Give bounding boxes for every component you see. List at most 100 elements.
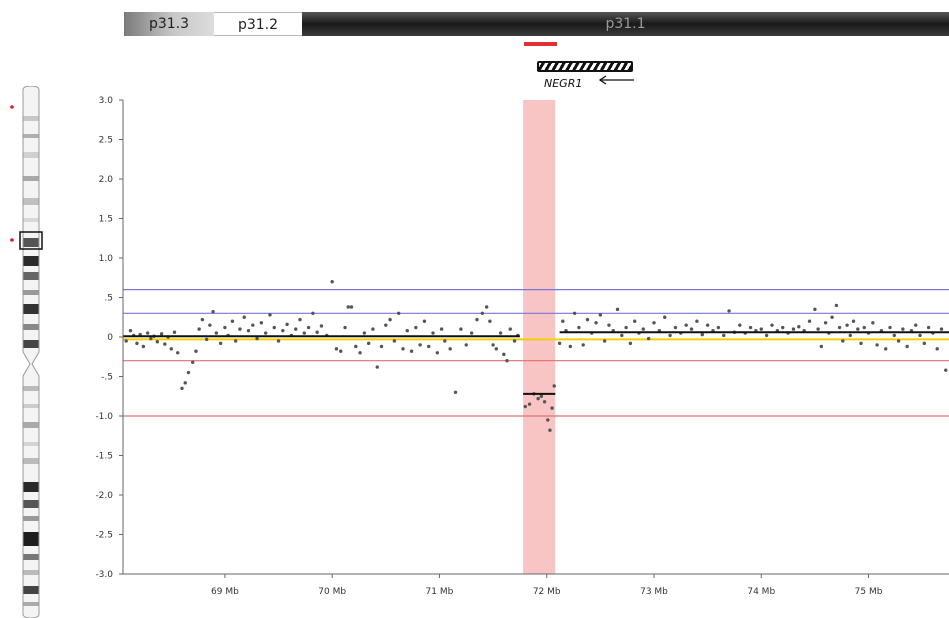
ideogram-region-box xyxy=(19,231,43,250)
y-tick-label: -2.0 xyxy=(95,491,113,501)
data-points xyxy=(124,280,948,432)
data-point xyxy=(330,280,334,284)
data-point xyxy=(204,337,209,342)
data-point xyxy=(536,396,540,401)
data-point xyxy=(128,328,133,333)
x-ticks: 69 Mb 70 Mb 71 Mb 72 Mb 73 Mb 74 Mb 75 Mb xyxy=(211,574,883,597)
data-point xyxy=(431,331,435,335)
data-point xyxy=(837,325,842,330)
y-tick-label: 2.0 xyxy=(99,175,114,185)
data-point xyxy=(263,331,268,335)
data-point xyxy=(561,319,565,323)
data-point xyxy=(572,311,577,315)
data-point xyxy=(502,352,506,357)
y-tick-label: -3.0 xyxy=(95,570,113,580)
data-point xyxy=(211,310,215,314)
data-point xyxy=(242,315,246,319)
data-point xyxy=(484,305,489,309)
data-point xyxy=(255,336,259,341)
data-point xyxy=(813,307,817,312)
data-point xyxy=(862,325,866,330)
data-point xyxy=(272,325,276,330)
data-point xyxy=(294,327,298,331)
data-point xyxy=(343,325,347,330)
data-point xyxy=(548,428,552,432)
data-point xyxy=(935,347,939,351)
data-point xyxy=(581,343,585,347)
data-point xyxy=(214,331,219,335)
data-point xyxy=(480,311,485,315)
data-point xyxy=(781,325,785,330)
y-tick-label: .5 xyxy=(104,294,113,304)
data-point xyxy=(615,307,620,312)
data-point xyxy=(459,327,463,331)
band-p31-3: p31.3 xyxy=(124,12,214,36)
data-point xyxy=(464,343,468,347)
data-point xyxy=(568,344,573,349)
data-point xyxy=(135,341,139,346)
data-point xyxy=(841,339,845,343)
data-point xyxy=(892,333,896,338)
data-point xyxy=(550,406,554,410)
data-point xyxy=(475,317,479,322)
data-point xyxy=(388,317,392,322)
data-point xyxy=(871,321,875,325)
data-point xyxy=(159,332,164,336)
data-point xyxy=(145,331,150,335)
band-p31-2: p31.2 xyxy=(214,12,302,36)
data-point xyxy=(124,339,128,343)
data-point xyxy=(498,331,503,335)
band-p31-1: p31.1 xyxy=(302,12,949,36)
data-point xyxy=(663,315,667,319)
data-point xyxy=(422,319,427,323)
data-point xyxy=(722,333,726,338)
data-point xyxy=(349,305,354,309)
band-label: p31.1 xyxy=(605,16,646,32)
data-point xyxy=(405,328,409,333)
data-point xyxy=(527,402,532,406)
data-point xyxy=(194,349,198,353)
data-point xyxy=(888,325,892,330)
data-point xyxy=(759,327,763,331)
data-point xyxy=(727,309,731,313)
data-point xyxy=(738,323,742,327)
data-point xyxy=(602,339,607,343)
data-point xyxy=(200,317,205,322)
data-point xyxy=(230,319,235,323)
data-point xyxy=(807,319,812,323)
data-point xyxy=(700,332,704,337)
data-point xyxy=(505,359,509,363)
data-point xyxy=(585,317,590,322)
data-point xyxy=(453,390,458,394)
data-point xyxy=(914,323,918,327)
data-point xyxy=(834,303,839,308)
data-point xyxy=(281,328,285,333)
data-point xyxy=(346,305,350,309)
data-point xyxy=(339,349,343,353)
x-tick-label: 72 Mb xyxy=(533,587,561,597)
ideogram-marker xyxy=(10,238,14,242)
data-point xyxy=(362,331,367,335)
data-point xyxy=(851,319,856,323)
x-tick-label: 71 Mb xyxy=(426,587,454,597)
data-point xyxy=(620,333,624,338)
y-tick-label: 2.5 xyxy=(99,136,113,146)
data-point xyxy=(311,311,315,315)
data-point xyxy=(418,343,422,347)
data-point xyxy=(414,325,418,330)
data-point xyxy=(830,315,834,319)
data-point xyxy=(922,341,927,346)
data-point xyxy=(319,324,324,328)
data-point xyxy=(169,347,173,351)
data-point xyxy=(819,344,824,349)
data-point xyxy=(628,341,633,346)
gene-label: NEGR1 xyxy=(544,77,583,90)
data-point xyxy=(944,368,948,372)
y-tick-label: 3.0 xyxy=(99,96,114,106)
data-point xyxy=(607,323,611,327)
data-point xyxy=(334,347,339,351)
data-point xyxy=(859,341,863,346)
data-point xyxy=(315,330,319,334)
data-point xyxy=(268,313,272,317)
data-point xyxy=(238,327,242,331)
